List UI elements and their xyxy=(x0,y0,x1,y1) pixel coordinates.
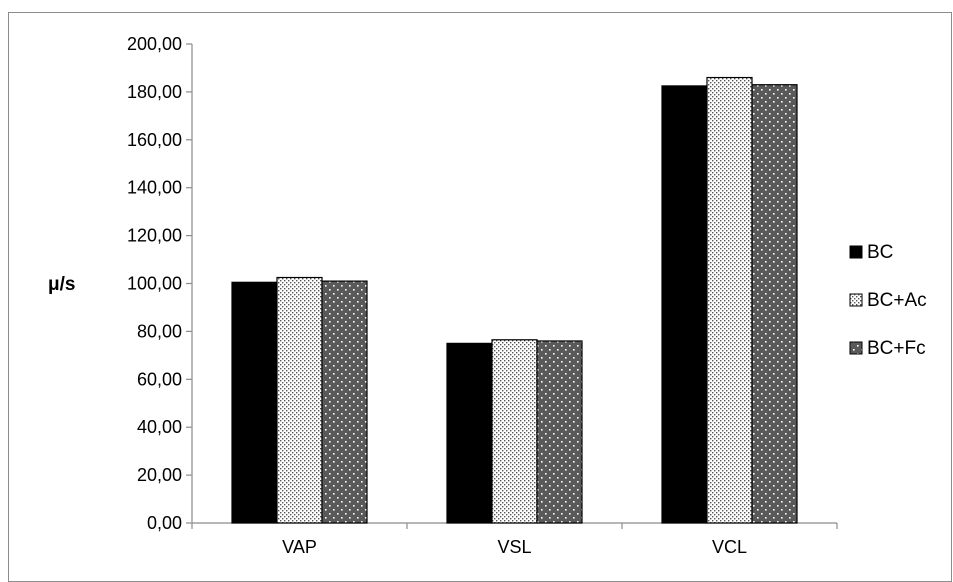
y-axis: 0,00 20,00 40,00 60,00 80,00 100,00 120,00 140,… xyxy=(127,34,193,533)
bar-bc-vcl xyxy=(661,85,708,524)
y-tick-label: 160,00 xyxy=(127,130,182,150)
y-tick-label: 0,00 xyxy=(147,513,182,533)
legend-swatch-bc xyxy=(849,245,863,259)
legend-label-bc-ac: BC+Ac xyxy=(867,290,927,311)
y-axis-label: μ/s xyxy=(48,274,75,295)
bar-bc-ac-vap xyxy=(276,276,323,524)
legend-swatch-bc-ac xyxy=(849,293,863,307)
x-tick-label: VAP xyxy=(282,537,317,557)
y-tick-label: 140,00 xyxy=(127,178,182,198)
bar-bc-fc-vsl xyxy=(536,340,583,524)
y-tick-label: 60,00 xyxy=(137,369,182,389)
bar-bc-vsl xyxy=(446,342,493,524)
legend: BC BC+Ac BC+Fc xyxy=(849,242,927,359)
y-tick-label: 20,00 xyxy=(137,465,182,485)
y-tick-label: 80,00 xyxy=(137,321,182,341)
bar-bc-fc-vap xyxy=(321,280,368,524)
x-tick-label: VSL xyxy=(497,537,531,557)
bars-group xyxy=(231,76,798,524)
legend-label-bc-fc: BC+Fc xyxy=(867,338,926,359)
y-tick-label: 40,00 xyxy=(137,417,182,437)
x-axis: VAP VSL VCL xyxy=(191,522,838,557)
y-tick-label: 100,00 xyxy=(127,274,182,294)
bar-bc-fc-vcl xyxy=(751,84,798,524)
bar-bc-ac-vsl xyxy=(491,339,538,524)
legend-swatch-bc-fc xyxy=(849,341,863,355)
bar-bc-ac-vcl xyxy=(706,76,753,524)
y-tick-label: 200,00 xyxy=(127,34,182,54)
legend-label-bc: BC xyxy=(867,242,893,263)
x-tick-label: VCL xyxy=(712,537,747,557)
bar-bc-vap xyxy=(231,281,278,524)
y-tick-label: 120,00 xyxy=(127,226,182,246)
y-tick-label: 180,00 xyxy=(127,82,182,102)
